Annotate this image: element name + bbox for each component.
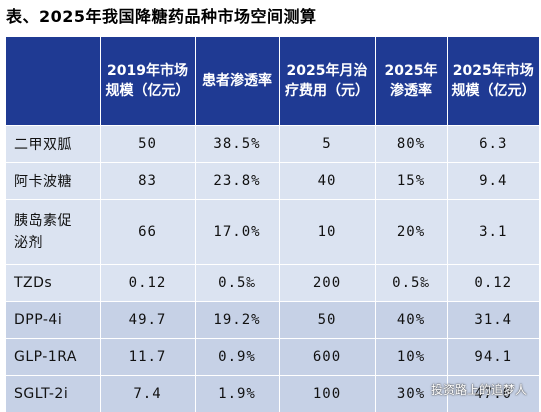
header-patient-penetration: 患者渗透率 [195,37,280,126]
cell: 23.8% [195,162,280,200]
cell: 47.0 [447,375,539,412]
cell: 10 [279,199,376,265]
header-2025-market-size: 2025年市场规模（亿元） [447,37,539,126]
row-name: 阿卡波糖 [6,162,101,200]
cell: 20% [375,199,448,265]
cell: 19.2% [195,301,280,339]
cell: 0.12 [100,264,196,302]
cell: 6.3 [447,125,539,163]
cell: 15% [375,162,448,200]
cell: 7.4 [100,375,196,412]
table-row: SGLT-2i 7.4 1.9% 100 30% 47.0 [6,375,539,412]
row-name-text: 胰岛素促泌剂 [14,213,72,251]
row-name: 二甲双胍 [6,125,101,163]
header-2019-market-size: 2019年市场规模（亿元） [100,37,196,126]
row-name: SGLT-2i [6,375,101,412]
cell: 0.5‰ [195,264,280,302]
watermark: 投资路上的追梦人 [430,383,527,397]
header-2025-penetration: 2025年渗透率 [375,37,448,126]
table-row: GLP-1RA 11.7 0.9% 600 10% 94.1 [6,338,539,376]
cell: 83 [100,162,196,200]
table-row: 二甲双胍 50 38.5% 5 80% 6.3 [6,125,539,163]
header-corner [6,37,101,126]
cell: 40% [375,301,448,339]
cell: 5 [279,125,376,163]
row-name: TZDs [6,264,101,302]
cell: 3.1 [447,199,539,265]
row-name: 胰岛素促泌剂 [6,199,101,265]
header-row: 2019年市场规模（亿元） 患者渗透率 2025年月治疗费用（元） 2025年渗… [6,37,539,126]
cell: 94.1 [447,338,539,376]
cell: 49.7 [100,301,196,339]
cell: 0.9% [195,338,280,376]
cell: 66 [100,199,196,265]
cell: 200 [279,264,376,302]
table-row: TZDs 0.12 0.5‰ 200 0.5‰ 0.12 [6,264,539,302]
table-row: 阿卡波糖 83 23.8% 40 15% 9.4 [6,162,539,200]
table-title: 表、2025年我国降糖药品种市场空间测算 [6,7,317,26]
cell: 11.7 [100,338,196,376]
cell: 80% [375,125,448,163]
cell: 38.5% [195,125,280,163]
cell: 17.0% [195,199,280,265]
header-2025-monthly-cost: 2025年月治疗费用（元） [279,37,376,126]
table-row: DPP-4i 49.7 19.2% 50 40% 31.4 [6,301,539,339]
cell: 100 [279,375,376,412]
row-name: GLP-1RA [6,338,101,376]
cell: 1.9% [195,375,280,412]
cell: 0.5‰ [375,264,448,302]
cell: 50 [279,301,376,339]
cell: 50 [100,125,196,163]
cell: 31.4 [447,301,539,339]
market-table: 2019年市场规模（亿元） 患者渗透率 2025年月治疗费用（元） 2025年渗… [6,37,539,412]
cell: 600 [279,338,376,376]
table-row: 胰岛素促泌剂 66 17.0% 10 20% 3.1 [6,199,539,265]
cell: 10% [375,338,448,376]
cell: 9.4 [447,162,539,200]
row-name: DPP-4i [6,301,101,339]
cell: 30% [375,375,448,412]
cell: 0.12 [447,264,539,302]
cell: 40 [279,162,376,200]
